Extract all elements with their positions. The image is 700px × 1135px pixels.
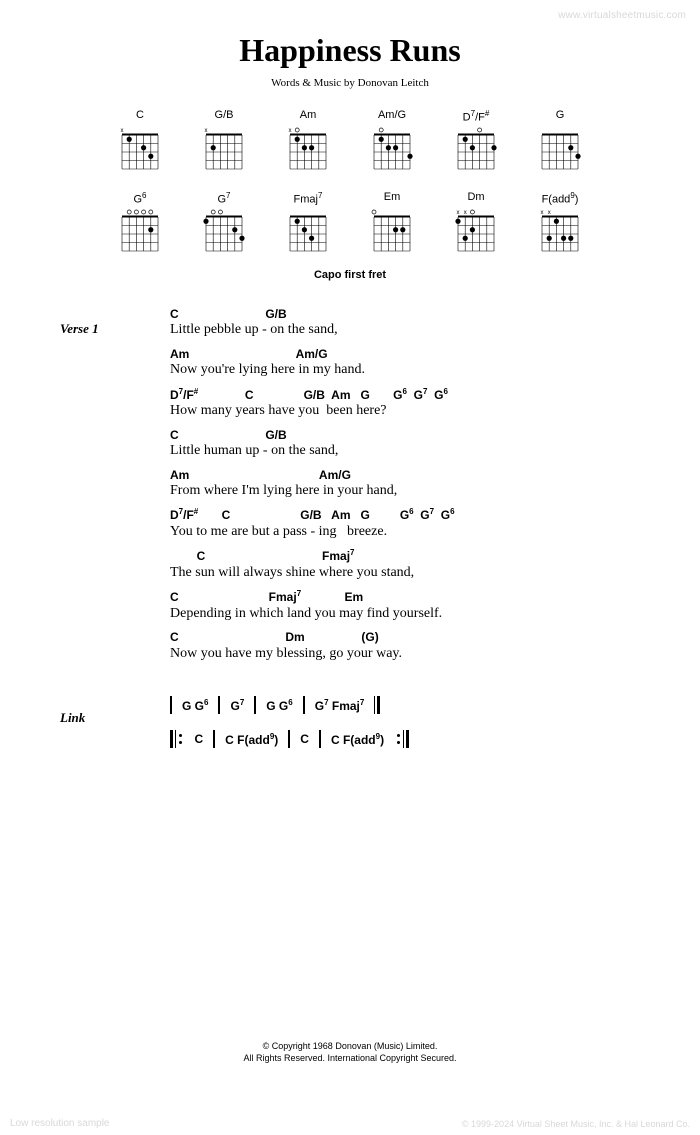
lyric-line-pair: D7/F# C G/B Am G G6 G7 G6How many years … xyxy=(170,387,640,420)
bar-content: G7 xyxy=(220,698,254,713)
verse-1-section: Verse 1 C G/BLittle pebble up - on the s… xyxy=(60,307,640,670)
svg-text:x: x xyxy=(205,128,208,134)
chord-line: Am Am/G xyxy=(170,468,640,482)
song-title: Happiness Runs xyxy=(60,32,640,69)
lyric-line-pair: C Fmaj7The sun will always shine where y… xyxy=(170,548,640,581)
link-body: G G6G7G G6G7 Fmaj7 CC F(add9)CC F(add9) xyxy=(170,696,640,764)
lyric-line-pair: C G/BLittle human up - on the sand, xyxy=(170,428,640,460)
bar-content: C xyxy=(185,732,214,746)
link-row-2: CC F(add9)CC F(add9) xyxy=(170,730,640,748)
lyric-line-pair: Am Am/GFrom where I'm lying here in your… xyxy=(170,468,640,500)
chord-diagram: G/B x xyxy=(196,109,252,173)
chord-label: Em xyxy=(384,191,401,205)
lyric-line: Now you have my blessing, go your way. xyxy=(170,645,640,663)
bar-content: G G6 xyxy=(256,698,302,713)
chord-label: G/B xyxy=(215,109,234,123)
chord-diagram: Em xyxy=(364,191,420,255)
chord-diagram: Am/G xyxy=(364,109,420,173)
chord-label: Am xyxy=(300,109,317,123)
chord-line: C Fmaj7 Em xyxy=(170,589,640,604)
chord-line: D7/F# C G/B Am G G6 G7 G6 xyxy=(170,507,640,522)
svg-text:x: x xyxy=(121,128,124,134)
lyric-line: You to me are but a pass - ing breeze. xyxy=(170,523,640,541)
song-credits: Words & Music by Donovan Leitch xyxy=(60,77,640,89)
lyric-line-pair: Am Am/GNow you're lying here in my hand. xyxy=(170,347,640,379)
svg-text:x: x xyxy=(289,128,292,134)
svg-text:x: x xyxy=(464,210,467,216)
bar-content: G G6 xyxy=(172,698,218,713)
bar-content: G7 Fmaj7 xyxy=(305,698,375,713)
lyric-line: Now you're lying here in my hand. xyxy=(170,361,640,379)
chord-diagram: Dmxx xyxy=(448,191,504,255)
svg-text:x: x xyxy=(457,210,460,216)
lyric-line-pair: C G/BLittle pebble up - on the sand, xyxy=(170,307,640,339)
link-label: Link xyxy=(60,696,170,764)
chord-line: C Dm (G) xyxy=(170,630,640,644)
link-row-1: G G6G7G G6G7 Fmaj7 xyxy=(170,696,640,714)
verse-1-label: Verse 1 xyxy=(60,307,170,670)
chord-label: G6 xyxy=(133,191,146,205)
lyric-line-pair: C Fmaj7 EmDepending in which land you ma… xyxy=(170,589,640,622)
copyright-block: © Copyright 1968 Donovan (Music) Limited… xyxy=(0,1040,700,1065)
copyright-line-1: © Copyright 1968 Donovan (Music) Limited… xyxy=(0,1040,700,1053)
verse-1-body: C G/BLittle pebble up - on the sand,Am A… xyxy=(170,307,640,670)
bar-content: C F(add9) xyxy=(321,732,394,747)
chord-diagram: G xyxy=(532,109,588,173)
svg-text:x: x xyxy=(548,210,551,216)
chord-line: D7/F# C G/B Am G G6 G7 G6 xyxy=(170,387,640,402)
lyric-line: From where I'm lying here in your hand, xyxy=(170,482,640,500)
chord-diagram: D7/F# xyxy=(448,109,504,173)
lyric-line: How many years have you been here? xyxy=(170,402,640,420)
link-section: Link G G6G7G G6G7 Fmaj7 CC F(add9)CC F(a… xyxy=(60,696,640,764)
chord-diagram: G6 xyxy=(112,191,168,255)
chord-label: D7/F# xyxy=(463,109,490,123)
bar-content: C xyxy=(290,732,319,746)
chord-line: C G/B xyxy=(170,307,640,321)
lyric-line: Little human up - on the sand, xyxy=(170,442,640,460)
chord-line: C Fmaj7 xyxy=(170,548,640,563)
lyric-line-pair: C Dm (G)Now you have my blessing, go you… xyxy=(170,630,640,662)
chord-label: Dm xyxy=(467,191,484,205)
chord-label: G7 xyxy=(217,191,230,205)
chord-line: Am Am/G xyxy=(170,347,640,361)
sheet-page: Happiness Runs Words & Music by Donovan … xyxy=(0,0,700,764)
chord-diagram: Cx xyxy=(112,109,168,173)
chord-diagram: F(add9) xx xyxy=(532,191,588,255)
chord-line: C G/B xyxy=(170,428,640,442)
chord-label: Am/G xyxy=(378,109,406,123)
copyright-line-2: All Rights Reserved. International Copyr… xyxy=(0,1052,700,1065)
lyric-line: Little pebble up - on the sand, xyxy=(170,321,640,339)
lyric-line: The sun will always shine where you stan… xyxy=(170,564,640,582)
capo-note: Capo first fret xyxy=(60,269,640,281)
bar-content: C F(add9) xyxy=(215,732,288,747)
chord-diagram: G7 xyxy=(196,191,252,255)
chord-diagram: Am x xyxy=(280,109,336,173)
footer-copyright: © 1999-2024 Virtual Sheet Music, Inc. & … xyxy=(462,1119,690,1129)
watermark-bottom: Low resolution sample xyxy=(10,1118,110,1129)
watermark-top: www.virtualsheetmusic.com xyxy=(558,10,686,21)
chord-label: G xyxy=(556,109,565,123)
chord-label: C xyxy=(136,109,144,123)
chord-label: Fmaj7 xyxy=(294,191,323,205)
chord-label: F(add9) xyxy=(542,191,579,205)
chord-diagram: Fmaj7 xyxy=(280,191,336,255)
lyric-line: Depending in which land you may find you… xyxy=(170,605,640,623)
svg-text:x: x xyxy=(541,210,544,216)
chord-diagram-grid: CxG/BxAmxAm/GD7/F#GG6G7Fmaj7EmDmxxF(add9… xyxy=(90,109,610,255)
lyric-line-pair: D7/F# C G/B Am G G6 G7 G6You to me are b… xyxy=(170,507,640,540)
